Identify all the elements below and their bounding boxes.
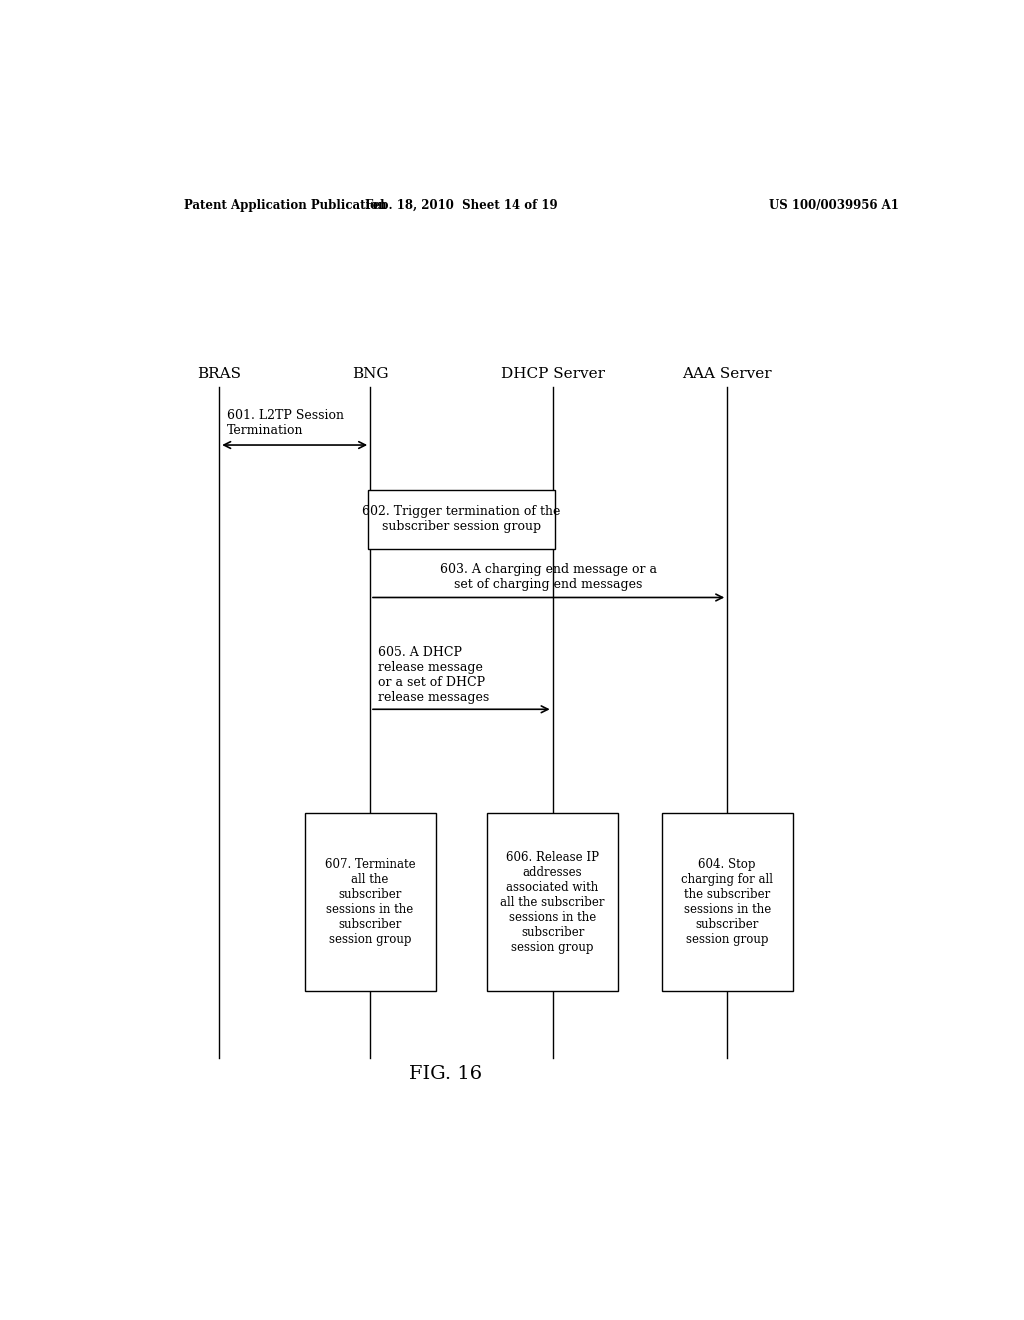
Text: 601. L2TP Session
Termination: 601. L2TP Session Termination [227,409,344,437]
Bar [662,813,793,991]
Text: AAA Server: AAA Server [682,367,772,380]
Text: Feb. 18, 2010  Sheet 14 of 19: Feb. 18, 2010 Sheet 14 of 19 [365,199,558,213]
Text: BNG: BNG [351,367,388,380]
Text: Patent Application Publication: Patent Application Publication [183,199,386,213]
Text: 602. Trigger termination of the
subscriber session group: 602. Trigger termination of the subscrib… [362,506,560,533]
Text: DHCP Server: DHCP Server [501,367,604,380]
Bar [487,813,618,991]
Text: 607. Terminate
all the
subscriber
sessions in the
subscriber
session group: 607. Terminate all the subscriber sessio… [325,858,416,946]
Bar [304,813,435,991]
Text: 605. A DHCP
release message
or a set of DHCP
release messages: 605. A DHCP release message or a set of … [378,647,489,704]
Bar [368,490,555,549]
Text: 603. A charging end message or a
set of charging end messages: 603. A charging end message or a set of … [440,564,657,591]
Text: 604. Stop
charging for all
the subscriber
sessions in the
subscriber
session gro: 604. Stop charging for all the subscribe… [681,858,773,946]
Text: 606. Release IP
addresses
associated with
all the subscriber
sessions in the
sub: 606. Release IP addresses associated wit… [501,851,605,954]
Text: FIG. 16: FIG. 16 [409,1065,482,1084]
Text: US 100/0039956 A1: US 100/0039956 A1 [769,199,899,213]
Text: BRAS: BRAS [198,367,242,380]
